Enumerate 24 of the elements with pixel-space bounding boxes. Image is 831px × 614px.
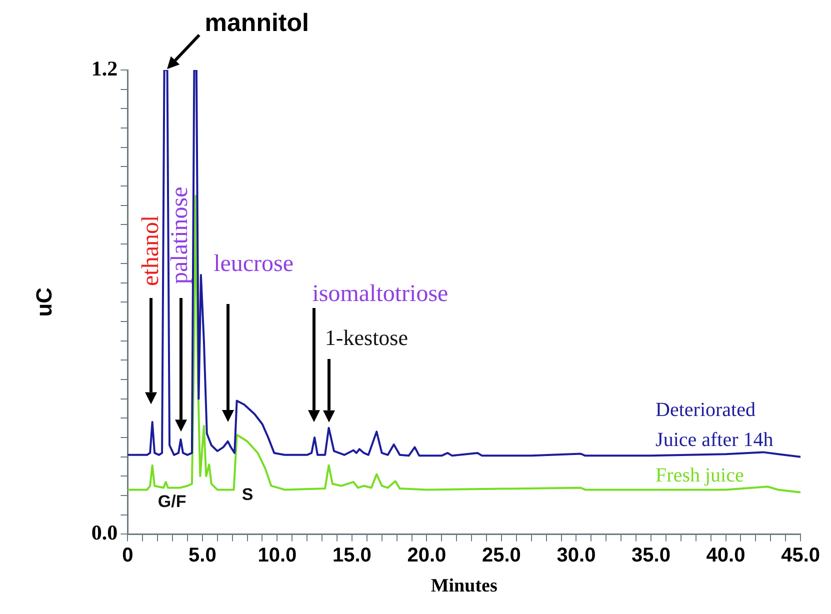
annotation: leucrose: [214, 251, 294, 278]
x-tick-label: 30.0: [556, 544, 596, 567]
y-tick-label: 1.2: [91, 56, 118, 80]
annotation: S: [242, 485, 254, 504]
x-tick-label: 20.0: [407, 544, 446, 567]
x-tick-label: 25.0: [482, 544, 521, 567]
annotation: isomaltotriose: [312, 280, 448, 307]
y-axis-title: uC: [31, 287, 56, 317]
x-tick-label: 15.0: [332, 544, 372, 567]
annotation: ethanol: [138, 214, 164, 286]
y-tick-label: 0.0: [91, 520, 118, 545]
text: mannitol: [204, 8, 309, 36]
annotation: G/F: [158, 492, 186, 512]
x-axis-title: Minutes: [430, 576, 498, 597]
x-tick-label: 40.0: [706, 544, 746, 567]
series-label: Deteriorated Juice after 14h: [656, 399, 774, 452]
x-tick-label: 0: [122, 544, 134, 567]
annotation: palatinose: [167, 186, 194, 284]
x-tick-label: 10.0: [258, 544, 297, 567]
series-label: Fresh juice: [656, 464, 744, 487]
x-tick-label: 45.0: [781, 544, 820, 567]
annotation: 1-kestose: [324, 325, 408, 350]
x-tick-label: 5.0: [188, 544, 216, 567]
x-tick-label: 35.0: [632, 544, 670, 567]
